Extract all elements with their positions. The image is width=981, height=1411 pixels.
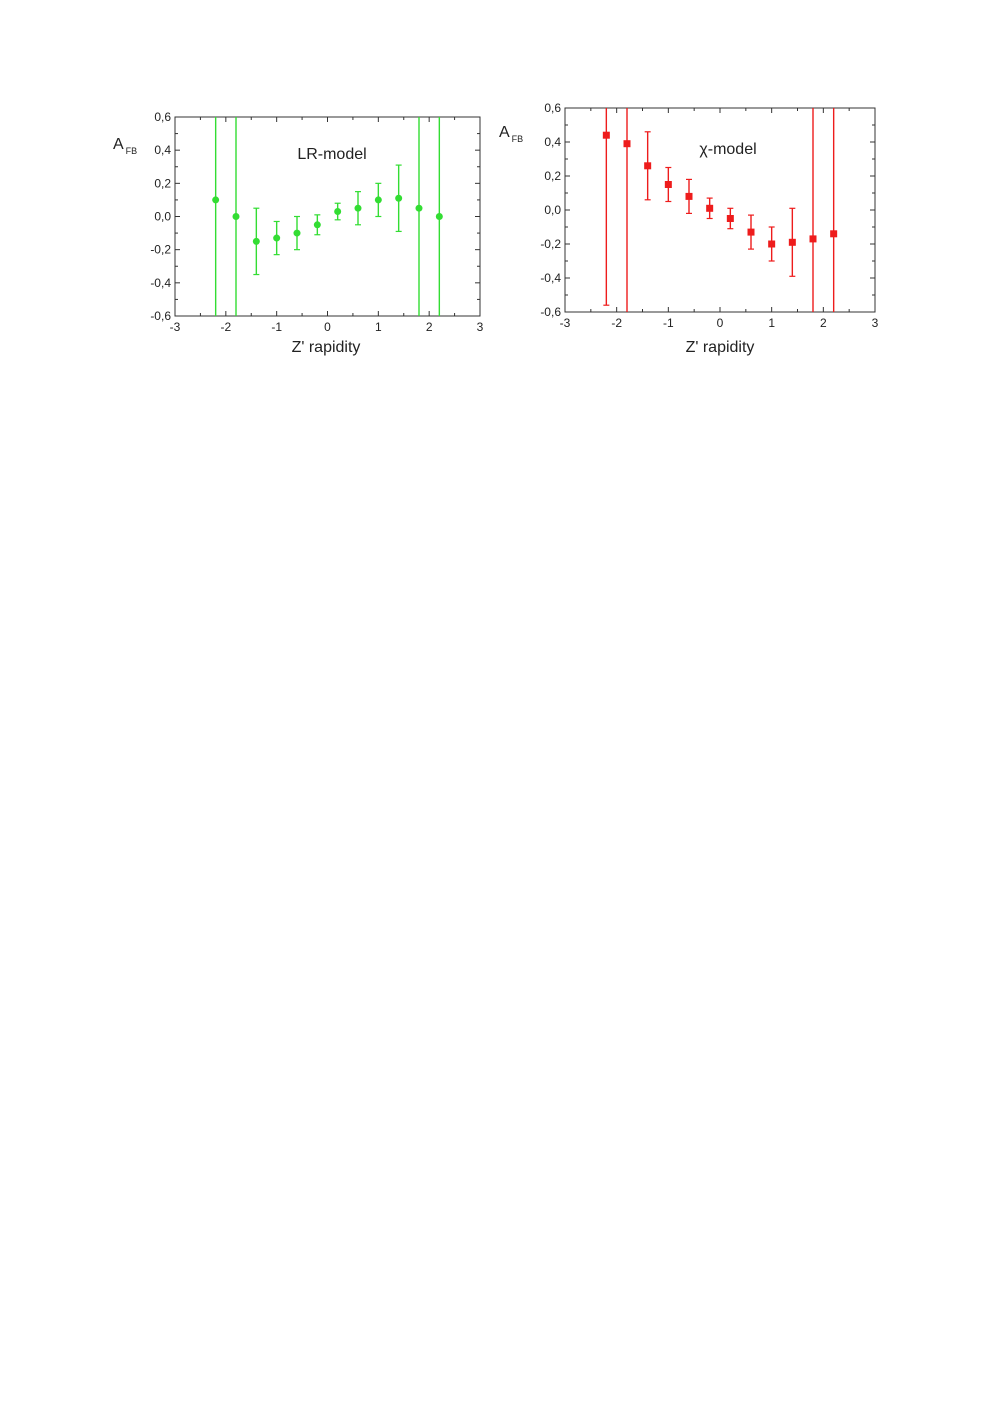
y-axis-label-sub: FB	[126, 146, 138, 156]
plot-frame	[564, 107, 876, 313]
y-axis-label-main: A	[499, 124, 510, 141]
data-point	[706, 204, 714, 212]
y-axis-label-sub: FB	[512, 134, 524, 144]
data-point	[212, 196, 220, 204]
y-tick-label: 0,2	[544, 169, 561, 183]
data-point	[747, 228, 755, 236]
plot-area: -3 -2 -1 0 1 2 3 -0,6 -0,4 -0,2 0,0 0,2 0,4 0,6	[540, 101, 878, 330]
x-tick-label: -3	[560, 316, 571, 330]
chart-title: χ-model	[699, 141, 756, 158]
data-point	[374, 196, 382, 204]
x-tick-label: -2	[220, 320, 231, 334]
data-point	[232, 213, 240, 220]
data-point	[313, 221, 321, 229]
y-tick-label: -0,6	[150, 309, 171, 323]
x-tick-label: -3	[170, 320, 181, 334]
data-point	[435, 213, 443, 220]
data-point	[602, 131, 610, 139]
chart-title: LR-model	[297, 146, 366, 163]
y-tick-label: -0,2	[540, 237, 561, 251]
x-tick-label: 2	[820, 316, 827, 330]
data-point	[354, 204, 362, 212]
y-tick-label: 0,6	[154, 110, 171, 124]
data-point	[273, 234, 281, 242]
y-tick-label: -0,6	[540, 305, 561, 319]
data-point	[768, 240, 776, 248]
data-point	[293, 229, 301, 237]
y-tick-label: 0,6	[544, 101, 561, 115]
data-point	[830, 230, 838, 238]
y-tick-label: 0,0	[154, 210, 171, 224]
x-tick-label: -1	[271, 320, 282, 334]
x-tick-label: 3	[477, 320, 484, 334]
y-axis-label: A FB	[499, 124, 523, 144]
y-tick-label: 0,2	[154, 176, 171, 190]
x-tick-label: -2	[611, 316, 622, 330]
x-tick-label: -1	[663, 316, 674, 330]
x-axis-label: Z' rapidity	[292, 339, 361, 356]
x-tick-label: 3	[872, 316, 879, 330]
data-point	[664, 181, 672, 188]
x-axis-label: Z' rapidity	[686, 339, 755, 356]
y-axis-label: A FB	[113, 136, 137, 156]
data-point	[726, 215, 734, 222]
data-point	[623, 140, 631, 148]
y-tick-label: -0,2	[150, 243, 171, 257]
plot-area: -3 -2 -1 0 1 2 3 -0,6 -0,4 -0,2 0,0 0,2 0,4 0,6	[150, 110, 483, 334]
chart-lr-model: LR-model A FB Z' rapidity -3 -2 -1 0 1 2 3-0,6-…	[113, 110, 484, 356]
y-axis-label-main: A	[113, 136, 124, 153]
y-tick-label: -0,4	[150, 276, 171, 290]
y-tick-label: 0,4	[154, 143, 171, 157]
x-tick-label: 0	[717, 316, 724, 330]
data-point	[334, 208, 342, 216]
x-tick-label: 0	[324, 320, 331, 334]
y-tick-label: 0,0	[544, 203, 561, 217]
data-point	[415, 204, 423, 212]
data-point	[252, 237, 260, 245]
y-tick-label: -0,4	[540, 271, 561, 285]
data-point	[685, 192, 693, 200]
data-point	[809, 235, 817, 243]
x-tick-label: 1	[768, 316, 775, 330]
data-point	[395, 194, 403, 202]
x-tick-label: 1	[375, 320, 382, 334]
chart-chi-model: χ-model A FB Z' rapidity -3 -2 -1 0 1 2 3 -0,6 -0…	[499, 101, 879, 356]
x-tick-label: 2	[426, 320, 433, 334]
data-point	[788, 238, 796, 246]
y-tick-label: 0,4	[544, 135, 561, 149]
data-point	[644, 162, 652, 170]
